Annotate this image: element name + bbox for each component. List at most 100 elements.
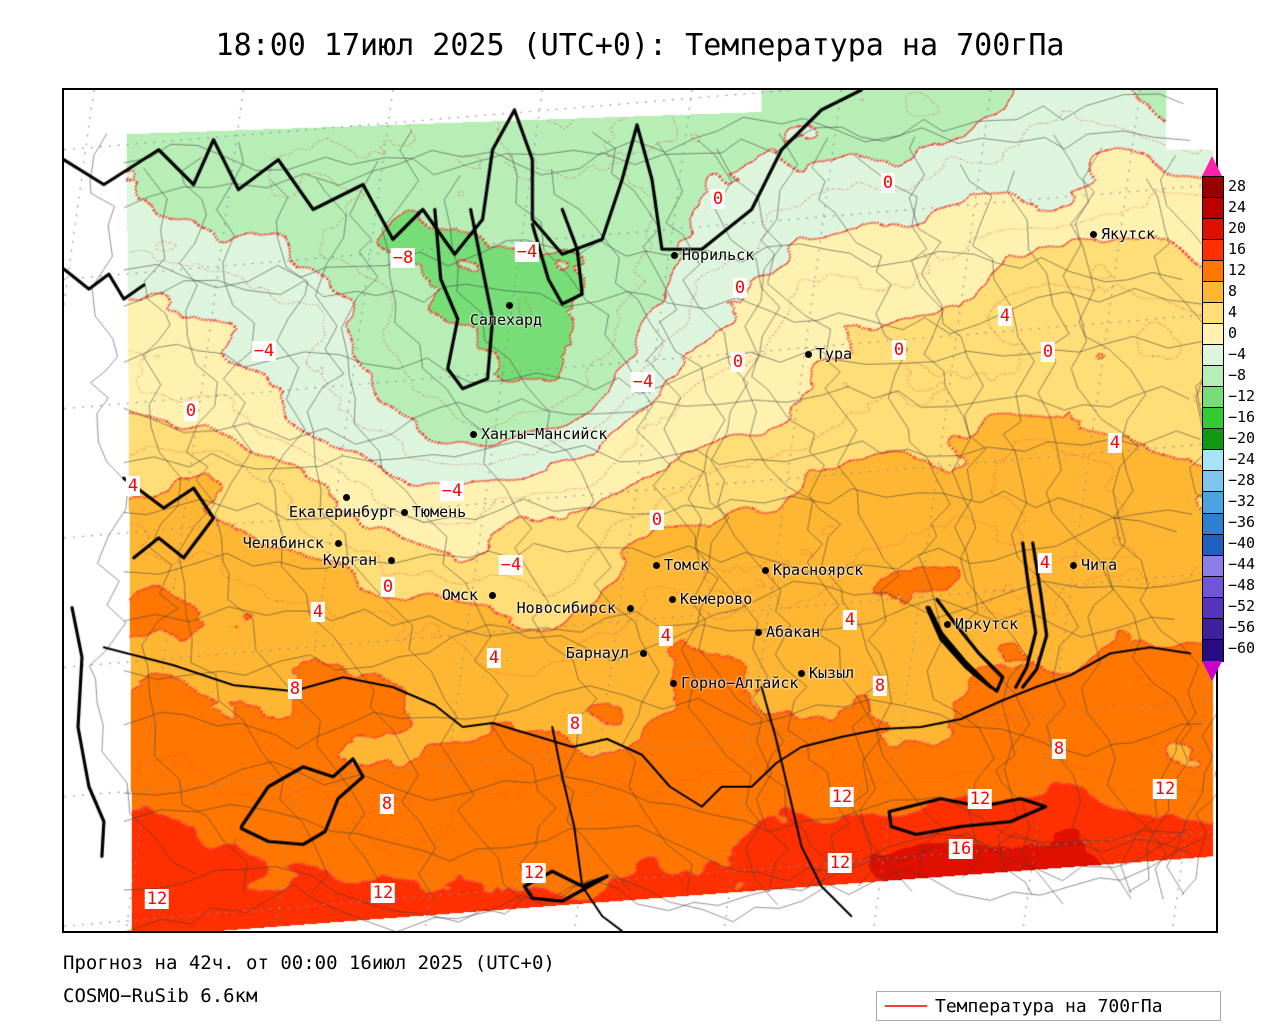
colorbar-band — [1203, 513, 1223, 535]
city-label: Томск — [664, 556, 710, 574]
city-dot-icon — [640, 650, 647, 657]
colorbar-tick-label: 28 — [1228, 176, 1247, 195]
city-label: Барнаул — [565, 644, 629, 662]
colorbar-band — [1203, 618, 1223, 640]
colorbar-band — [1203, 219, 1223, 241]
colorbar-tick-label: −4 — [1228, 344, 1247, 363]
city-dot-icon — [805, 351, 812, 358]
city-label: Салехард — [469, 311, 543, 329]
contour-label: −4 — [498, 555, 524, 575]
colorbar-band — [1203, 324, 1223, 346]
city-dot-icon — [343, 494, 350, 501]
contour-label: −4 — [514, 242, 540, 262]
contour-label: 0 — [380, 577, 396, 597]
contour-label: 0 — [880, 173, 896, 193]
contour-label: 0 — [710, 189, 726, 209]
city-dot-icon — [335, 540, 342, 547]
contour-label: 8 — [872, 676, 888, 696]
city-label: Екатеринбург — [288, 503, 398, 521]
colorbar-tick-label: −16 — [1228, 408, 1256, 426]
colorbar-band — [1203, 387, 1223, 409]
temperature-map-canvas[interactable] — [64, 90, 1216, 931]
city-label: Челябинск — [242, 534, 324, 552]
city-label: Омск — [441, 586, 478, 604]
city-dot-icon — [670, 680, 677, 687]
colorbar-tick-label: −12 — [1228, 386, 1256, 405]
model-info: COSMO−RuSib 6.6км — [63, 985, 258, 1007]
contour-label: 4 — [658, 626, 674, 646]
contour-label: 4 — [125, 476, 141, 496]
contour-label: −4 — [251, 341, 277, 361]
contour-label: 12 — [1152, 779, 1178, 799]
contour-label: 0 — [730, 352, 746, 372]
contour-label: 12 — [827, 853, 853, 873]
city-dot-icon — [627, 605, 634, 612]
contour-label: 12 — [829, 787, 855, 807]
city-label: Новосибирск — [516, 599, 616, 617]
colorbar-band — [1203, 429, 1223, 451]
contour-label: 4 — [486, 648, 502, 668]
colorbar-tick-label: −48 — [1228, 576, 1256, 595]
colorbar-band — [1203, 555, 1223, 577]
contour-label: 0 — [891, 340, 907, 360]
city-label: Иркутск — [955, 615, 1019, 633]
colorbar-band — [1203, 240, 1223, 262]
city-dot-icon — [798, 670, 805, 677]
colorbar-band — [1203, 366, 1223, 388]
legend-label: Температура на 700гПа — [935, 995, 1163, 1017]
colorbar-band — [1203, 471, 1223, 493]
city-label: Якутск — [1101, 225, 1156, 243]
colorbar-band — [1203, 261, 1223, 283]
colorbar-band — [1203, 198, 1223, 220]
city-label: Курган — [322, 551, 377, 569]
colorbar-tick-label: −32 — [1228, 492, 1256, 511]
colorbar-tick-label: 4 — [1228, 302, 1238, 321]
colorbar-tick-label: −24 — [1228, 450, 1256, 469]
colorbar-band — [1203, 408, 1223, 430]
contour-label: 0 — [649, 510, 665, 530]
contour-label: 12 — [370, 883, 396, 903]
city-dot-icon — [489, 592, 496, 599]
city-label: Ханты−Мансийск — [481, 425, 608, 443]
city-dot-icon — [388, 557, 395, 564]
colorbar-tick-label: −20 — [1228, 429, 1256, 448]
contour-label: 12 — [967, 789, 993, 809]
colorbar-band — [1203, 492, 1223, 514]
city-dot-icon — [669, 596, 676, 603]
contour-label: 12 — [144, 889, 170, 909]
colorbar-tick-label: −36 — [1228, 513, 1256, 532]
contour-label: 8 — [379, 794, 395, 814]
city-label: Абакан — [766, 623, 821, 641]
city-label: Тура — [816, 345, 853, 363]
contour-label: 16 — [948, 839, 974, 859]
city-dot-icon — [1090, 231, 1097, 238]
city-dot-icon — [506, 302, 513, 309]
colorbar-tick-label: 0 — [1228, 323, 1238, 342]
colorbar-band — [1203, 450, 1223, 472]
colorbar-tick-label: −44 — [1228, 555, 1256, 574]
city-label: Кемерово — [680, 590, 753, 608]
city-dot-icon — [653, 562, 660, 569]
colorbar-band — [1203, 639, 1223, 661]
colorbar-tick-label: −8 — [1228, 365, 1247, 384]
colorbar-tick-label: −52 — [1228, 597, 1256, 616]
city-dot-icon — [470, 431, 477, 438]
contour-label: −8 — [390, 248, 416, 268]
colorbar-band — [1203, 303, 1223, 325]
contour-label: 8 — [567, 714, 583, 734]
map-frame[interactable]: Якутск Норильск Салехард Тура Ханты−Мансийск… — [62, 88, 1218, 933]
temperature-colorbar[interactable] — [1202, 176, 1224, 662]
contour-label: 4 — [1037, 553, 1053, 573]
colorbar-tick-label: 20 — [1228, 218, 1247, 237]
colorbar-tick-label: 16 — [1228, 239, 1247, 258]
city-dot-icon — [755, 629, 762, 636]
colorbar-top-arrow-icon — [1202, 156, 1222, 176]
forecast-info: Прогноз на 42ч. от 00:00 16июл 2025 (UTC… — [63, 952, 555, 974]
city-dot-icon — [671, 252, 678, 259]
contour-label: 4 — [842, 610, 858, 630]
contour-label: 0 — [732, 278, 748, 298]
colorbar-tick-label: 8 — [1228, 281, 1238, 300]
colorbar-tick-label: −60 — [1228, 639, 1256, 658]
contour-label: 8 — [287, 679, 303, 699]
